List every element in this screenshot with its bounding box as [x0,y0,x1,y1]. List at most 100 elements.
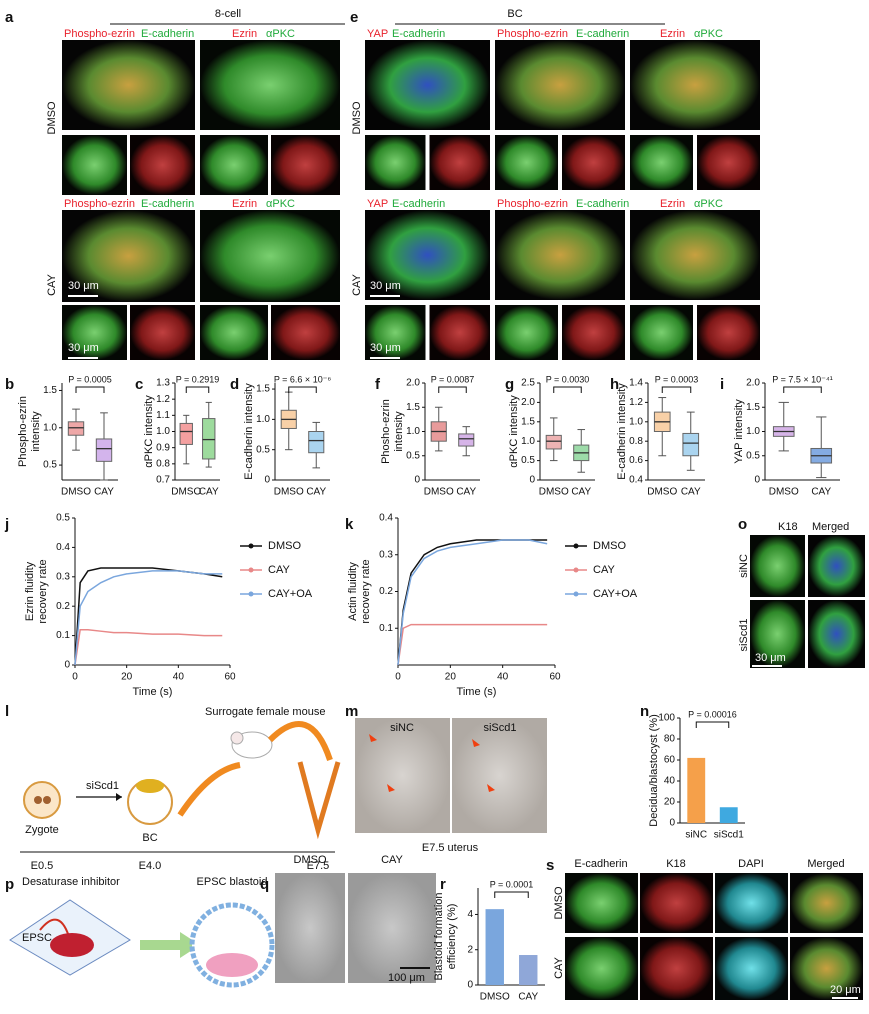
x-tick-label: siScd1 [714,830,744,841]
p-value: P = 0.0030 [546,374,590,384]
micrograph [200,135,268,195]
micrograph [697,135,760,190]
micrograph [640,873,713,933]
y-axis-label: E-cadherin intensity [616,383,628,480]
significance-bracket [661,386,692,393]
x-tick-label: 40 [173,672,185,683]
panel-letter: c [135,376,143,393]
label: Merged [812,521,849,533]
micrograph [808,535,865,597]
panel-letter: d [230,376,239,393]
y-tick-label: 0.2 [379,586,393,597]
y-axis-label: Phosho-ezrin [380,399,392,464]
bar [485,909,504,985]
bar [719,807,738,823]
panel-letter: l [5,703,9,720]
y-tick-label: 0.7 [156,475,170,486]
micrograph [200,305,268,360]
y-axis-label: αPKC intensity [508,395,520,468]
box [179,422,193,445]
x-tick-label: 0 [72,672,78,683]
significance-bracket [783,386,822,393]
arrowhead [472,739,480,747]
label: Phospho-ezrin [64,28,135,40]
micrograph [790,873,863,933]
y-tick-label: 20 [664,797,676,808]
x-tick-label: DMSO [424,487,454,498]
micrograph [697,305,760,360]
y-tick-label: 1.4 [629,378,643,389]
y-axis-label: intensity [393,411,405,452]
label: E7.5 [307,860,330,872]
box [67,421,85,436]
label: Surrogate female mouse [205,706,325,718]
row-label: DMSO [553,886,565,919]
label: BC [142,832,157,844]
label: YAP [367,198,388,210]
label: K18 [778,521,798,533]
micrograph [630,40,760,130]
x-tick-label: DMSO [480,992,510,1003]
p-value: P = 0.0087 [431,374,475,384]
legend-marker [248,591,254,597]
legend-marker [248,567,254,573]
y-tick-label: 100 [658,713,675,724]
micrograph [200,210,340,302]
y-tick-label: 0 [529,475,535,486]
micrograph [640,937,713,1000]
x-tick-label: DMSO [647,487,677,498]
y-tick-label: 2.0 [406,378,420,389]
micrograph [429,135,490,190]
significance-bracket [553,386,582,393]
label: E-cadherin [574,858,627,870]
y-tick-label: 0.5 [43,460,57,471]
label: E4.0 [139,860,162,872]
y-axis-label: Blastoid formation [433,892,445,980]
x-tick-label: 0 [395,672,401,683]
y-tick-label: 4 [467,909,473,920]
y-tick-label: 0.1 [56,630,70,641]
significance-bracket [494,891,529,898]
micrograph [790,937,863,1000]
scale-label: 30 μm [370,342,401,354]
micrograph [715,937,788,1000]
p-value: P = 6.6 × 10⁻⁶ [274,374,332,384]
micrograph [565,937,638,1000]
y-axis-label: Decidua/blastocyst (%) [648,714,660,827]
y-axis-label: Actin fluidity [347,562,359,621]
y-tick-label: 2.0 [746,378,760,389]
y-tick-label: 1.5 [521,416,535,427]
micrograph [130,305,195,360]
y-tick-label: 0 [754,475,760,486]
y-tick-label: 0.9 [156,442,170,453]
legend-marker [248,543,254,549]
y-tick-label: 0 [467,980,473,991]
x-tick-label: 40 [497,672,509,683]
box [682,432,700,457]
y-tick-label: 0.8 [156,458,170,469]
micrograph [62,305,127,360]
label: Ezrin [660,28,685,40]
x-tick-label: DMSO [171,487,201,498]
y-tick-label: 1.0 [406,426,420,437]
box [545,434,562,450]
y-tick-label: 1.5 [256,384,270,395]
y-tick-label: 2.5 [521,378,535,389]
y-tick-label: 0.2 [56,601,70,612]
micrograph [271,305,340,360]
x-tick-label: CAY [94,487,114,498]
panel-letter: a [5,9,14,26]
x-tick-label: DMSO [61,487,91,498]
micrograph [452,718,547,833]
x-axis-label: Time (s) [133,686,173,698]
y-tick-label: 1.0 [746,426,760,437]
panel-letter: k [345,516,354,533]
y-axis-label: αPKC intensity [143,395,155,468]
panel-letter: o [738,516,747,533]
legend-label: DMSO [593,540,626,552]
y-tick-label: 0.5 [56,513,70,524]
micrograph [630,135,693,190]
scale-label: 30 μm [68,342,99,354]
legend-marker [573,543,579,549]
panel-letter: e [350,9,358,26]
